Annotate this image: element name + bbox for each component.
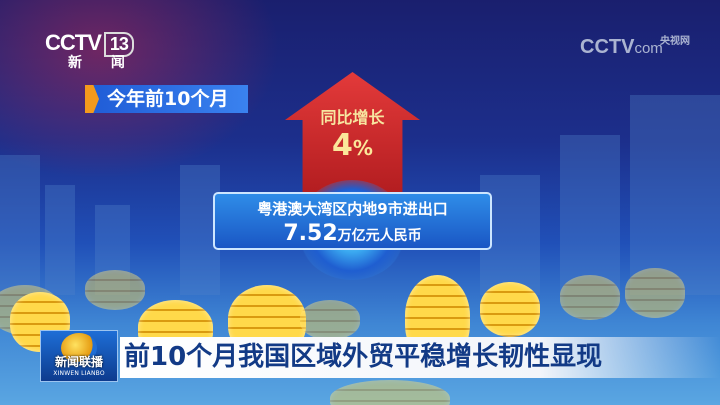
info-box: 粤港澳大湾区内地9市进出口 7.52万亿元人民币: [213, 192, 492, 250]
growth-value: 4%: [332, 128, 373, 163]
growth-label: 同比增长: [320, 108, 385, 127]
chevron-icon: [85, 85, 99, 113]
info-title: 粤港澳大湾区内地9市进出口: [257, 200, 448, 218]
info-amount: 7.52万亿元人民币: [283, 221, 422, 246]
coin-stack: [560, 275, 620, 320]
headline-banner: 前10个月我国区域外贸平稳增长韧性显现: [120, 337, 720, 378]
building: [560, 135, 620, 295]
coin-stack: [85, 270, 145, 310]
coin-stack: [480, 282, 540, 337]
coin-stack: [330, 380, 450, 405]
channel-subtitle: 新 闻: [68, 55, 137, 71]
building: [0, 155, 40, 295]
period-tag: 今年前10个月: [85, 85, 248, 113]
coin-stack: [300, 300, 360, 340]
building: [45, 185, 75, 295]
coin-stack: [625, 268, 685, 318]
building: [630, 95, 720, 295]
cctv13-logo: CCTV 13: [45, 30, 134, 57]
cctv-com-watermark: CCTVcom 央视网: [580, 36, 690, 58]
xinwen-lianbo-logo: 新闻联播 XINWEN LIANBO: [40, 330, 118, 382]
globe-icon: [61, 333, 97, 363]
building: [95, 205, 130, 295]
